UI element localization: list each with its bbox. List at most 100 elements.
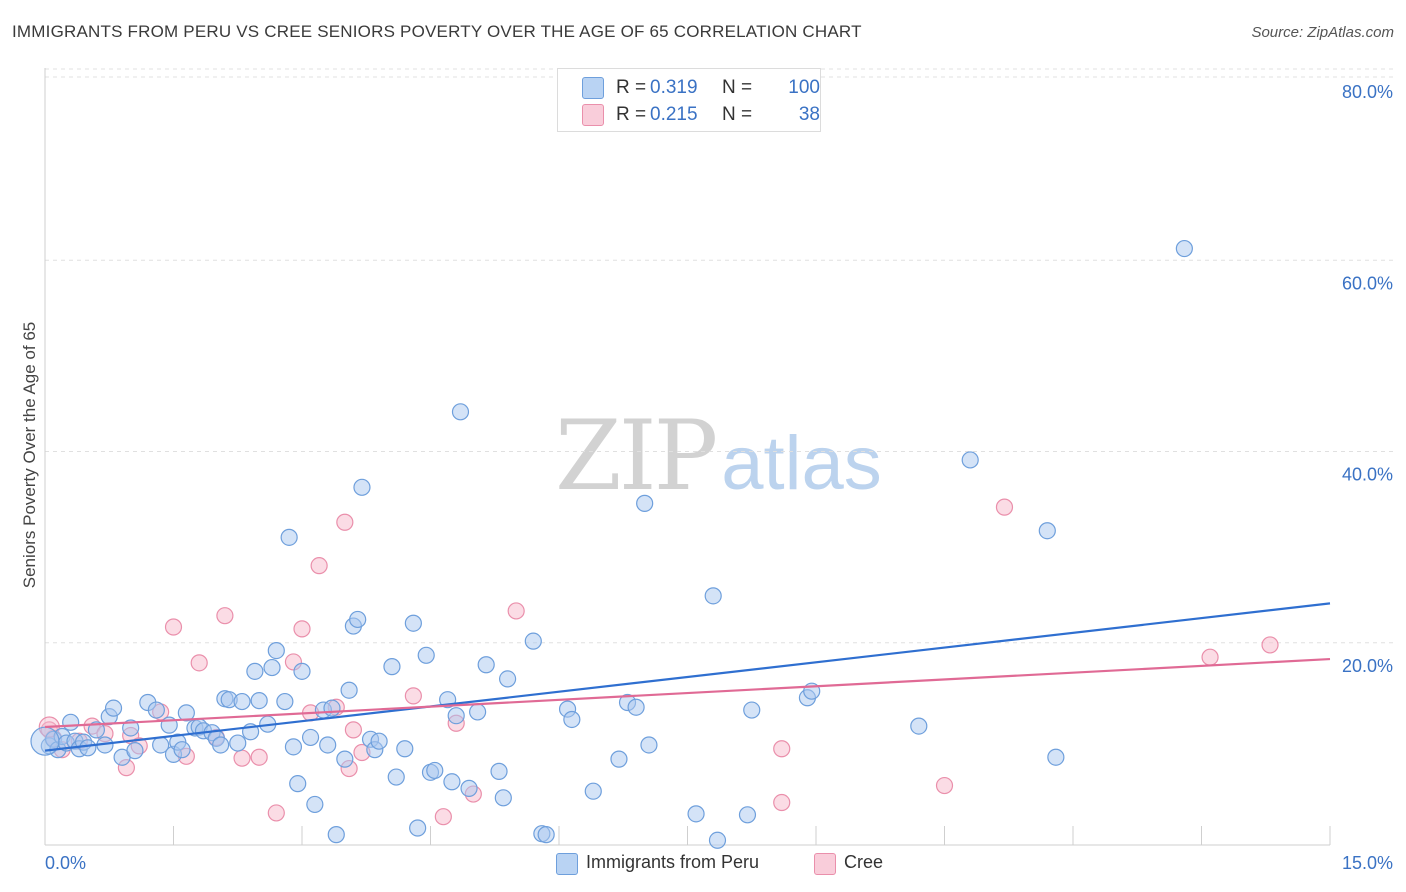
y-tick-label: 60.0% <box>1342 273 1393 293</box>
peru-point <box>349 610 367 629</box>
peru-point <box>30 726 60 756</box>
peru-point <box>494 789 512 807</box>
peru-point <box>62 713 80 731</box>
peru-points <box>30 239 1193 849</box>
cree-point <box>344 721 362 739</box>
peru-point <box>708 831 727 849</box>
cree-point <box>995 498 1014 516</box>
peru-point <box>524 632 542 650</box>
r-label: R = <box>616 77 647 98</box>
peru-point <box>126 742 144 760</box>
cree-point <box>404 687 422 705</box>
y-tick-label: 40.0% <box>1342 465 1393 485</box>
n-value: 38 <box>798 104 820 125</box>
chart-title: IMMIGRANTS FROM PERU VS CREE SENIORS POV… <box>12 22 862 41</box>
cree-point <box>935 776 954 795</box>
cree-point <box>216 607 234 625</box>
peru-point <box>280 528 298 546</box>
cree-point <box>310 557 328 575</box>
cree-points <box>38 498 1279 826</box>
cree-point <box>164 618 183 636</box>
n-label: N = <box>722 104 753 125</box>
peru-point <box>284 738 303 756</box>
x-tick-label: 15.0% <box>1342 853 1393 873</box>
peru-point <box>289 775 307 793</box>
peru-point <box>704 587 722 605</box>
peru-point <box>233 692 251 711</box>
peru-point <box>563 710 581 729</box>
peru-point <box>122 719 140 737</box>
tick-labels: 20.0% 40.0% 60.0% 80.0% 0.0% 15.0% <box>45 82 1393 873</box>
peru-point <box>147 701 165 719</box>
y-tick-label: 80.0% <box>1342 82 1393 102</box>
peru-point <box>370 732 388 750</box>
peru-point <box>417 646 435 664</box>
y-tick-label: 20.0% <box>1342 656 1393 676</box>
axes <box>44 68 1331 846</box>
peru-point <box>636 494 654 512</box>
peru-point <box>1175 239 1193 258</box>
n-label: N = <box>722 77 753 98</box>
peru-point <box>301 728 320 747</box>
cree-point <box>267 804 285 822</box>
peru-point <box>177 704 195 722</box>
watermark-zip: ZIP <box>555 400 718 512</box>
peru-point <box>426 761 444 780</box>
cree-point <box>250 748 268 766</box>
peru-point <box>738 806 757 824</box>
peru-point <box>87 721 106 739</box>
peru-point <box>353 478 371 496</box>
peru-point <box>276 692 294 711</box>
peru-point <box>212 736 230 754</box>
cree-point <box>507 602 525 620</box>
peru-point <box>263 658 281 677</box>
peru-point <box>469 703 487 721</box>
cree-point <box>233 749 251 767</box>
r-label: R = <box>616 104 647 125</box>
peru-trend-line <box>44 602 1331 752</box>
cree-point <box>190 654 208 672</box>
peru-point <box>743 701 761 719</box>
peru-point <box>447 707 465 725</box>
legend-label-cree: Cree <box>844 852 884 872</box>
peru-point <box>306 795 324 814</box>
peru-point <box>293 662 311 680</box>
watermark-atlas: atlas <box>721 421 882 506</box>
cree-point <box>336 513 354 531</box>
legend-swatch-cree <box>582 104 604 126</box>
peru-point <box>961 451 979 469</box>
peru-point <box>383 658 401 676</box>
peru-point <box>687 805 705 823</box>
cree-point <box>1261 636 1279 654</box>
peru-point <box>327 826 345 844</box>
peru-point <box>477 656 495 674</box>
legend-swatch-cree <box>814 853 836 875</box>
peru-point <box>387 768 405 786</box>
peru-point <box>627 698 645 716</box>
peru-point <box>584 782 602 800</box>
cree-trend-line <box>44 657 1331 729</box>
peru-point <box>443 773 461 791</box>
cree-point <box>773 740 791 758</box>
peru-point <box>610 750 628 768</box>
legend-label-peru: Immigrants from Peru <box>586 852 760 872</box>
cree-point <box>773 793 791 812</box>
r-value: 0.215 <box>650 104 698 125</box>
peru-point <box>267 641 285 660</box>
correlation-legend: R = 0.319 N = 100 R = 0.215 N = 38 <box>557 68 821 132</box>
peru-point <box>229 734 247 752</box>
peru-point <box>640 736 658 754</box>
cree-point <box>293 620 311 638</box>
legend-swatch-peru <box>582 77 604 99</box>
peru-point <box>173 741 191 759</box>
peru-point <box>409 819 427 837</box>
peru-point <box>404 614 422 632</box>
peru-point <box>250 692 268 710</box>
peru-point <box>340 681 358 699</box>
n-value: 100 <box>788 77 820 98</box>
peru-point <box>323 699 341 717</box>
peru-point <box>910 717 928 735</box>
trend-lines <box>44 602 1331 752</box>
peru-point <box>104 699 123 717</box>
